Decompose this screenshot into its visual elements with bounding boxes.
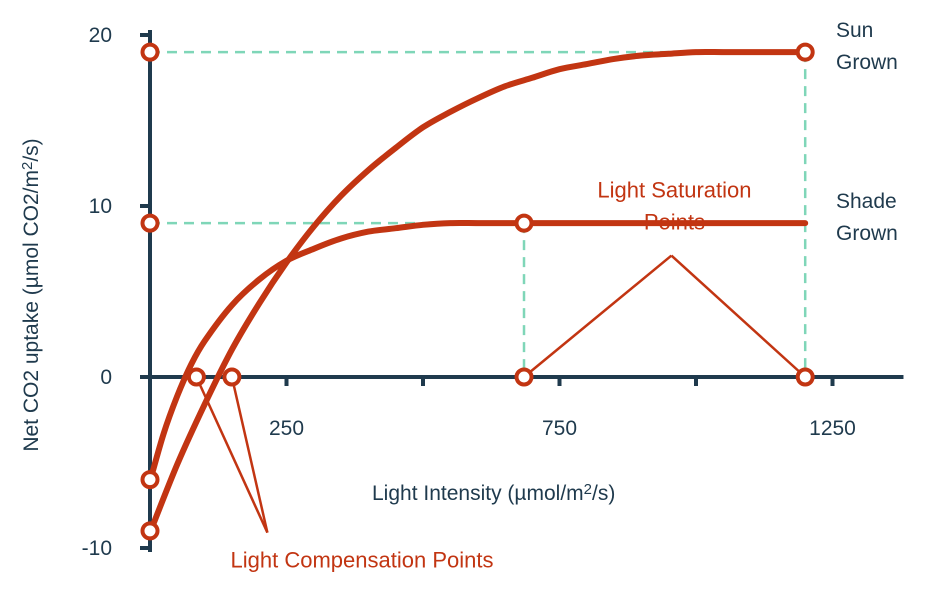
data-point-marker bbox=[514, 213, 534, 233]
saturation-points-label: Points bbox=[644, 210, 705, 235]
axes bbox=[148, 30, 904, 552]
data-point-marker bbox=[140, 42, 160, 62]
data-point-marker bbox=[140, 470, 160, 490]
y-tick-label: -10 bbox=[82, 537, 112, 560]
x-tick-label: 750 bbox=[542, 417, 577, 440]
x-axis-title: Light Intensity (µmol/m2/s) bbox=[372, 481, 615, 505]
shade-grown-curve bbox=[147, 219, 809, 485]
x-tick-label: 1250 bbox=[809, 417, 856, 440]
labels: Light Saturation Points Light Compensation… bbox=[19, 19, 898, 573]
data-point-marker bbox=[514, 367, 534, 387]
sun-grown-curve bbox=[147, 48, 809, 536]
y-tick-label: 0 bbox=[100, 366, 112, 389]
y-tick-labels: 20 10 0 -10 bbox=[82, 24, 150, 560]
annotation-pointer-line bbox=[670, 254, 807, 378]
data-point-marker bbox=[795, 367, 815, 387]
annotation-pointer-line bbox=[523, 254, 673, 378]
series-curves bbox=[147, 48, 809, 536]
shade-grown-label: Shade bbox=[836, 190, 897, 213]
x-ticks: 250 750 1250 bbox=[269, 377, 856, 440]
y-tick-label: 10 bbox=[89, 195, 112, 218]
saturation-points-label: Light Saturation bbox=[597, 178, 751, 203]
sun-grown-label: Sun bbox=[836, 19, 873, 42]
y-tick-label: 20 bbox=[89, 24, 112, 47]
data-point-marker bbox=[140, 521, 160, 541]
annotation-pointer-line bbox=[195, 376, 269, 534]
data-point-marker bbox=[140, 213, 160, 233]
compensation-points-label: Light Compensation Points bbox=[231, 548, 494, 573]
data-point-marker bbox=[795, 42, 815, 62]
data-point-marker bbox=[186, 367, 206, 387]
data-point-marker bbox=[222, 367, 242, 387]
sun-grown-label: Grown bbox=[836, 51, 898, 74]
annotation-pointer-line bbox=[230, 376, 269, 533]
data-markers bbox=[140, 42, 815, 541]
y-axis-title: Net CO2 uptake (µmol CO2/m2/s) bbox=[19, 138, 43, 451]
x-tick-label: 250 bbox=[269, 417, 304, 440]
annotation-pointers bbox=[195, 254, 807, 534]
shade-grown-label: Grown bbox=[836, 222, 898, 245]
